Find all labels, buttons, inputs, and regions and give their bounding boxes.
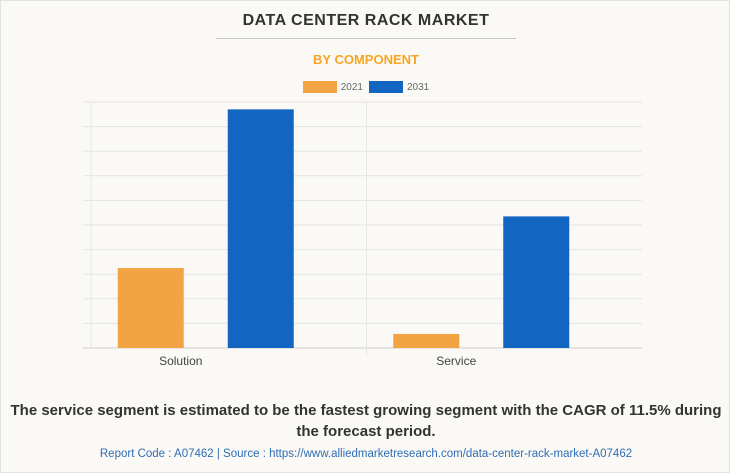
bar-solution-2021 bbox=[117, 268, 184, 348]
legend-item-2021[interactable]: 2021 bbox=[302, 81, 363, 93]
bar-service-2031 bbox=[503, 216, 570, 348]
chart-subtitle: BY COMPONENT bbox=[313, 52, 419, 67]
x-tick-label: Solution bbox=[159, 354, 202, 368]
source-footer[interactable]: Report Code : A07462 | Source : https://… bbox=[99, 448, 633, 460]
legend-swatch bbox=[369, 81, 403, 93]
chart-note: The service segment is estimated to be t… bbox=[10, 402, 722, 440]
title-divider bbox=[216, 38, 516, 39]
legend: 2021 2031 bbox=[1, 81, 730, 93]
bar-solution-2031 bbox=[227, 109, 294, 348]
chart-title: DATA CENTER RACK MARKET bbox=[242, 12, 490, 29]
legend-label: 2031 bbox=[407, 81, 430, 93]
legend-label: 2021 bbox=[340, 81, 363, 93]
legend-item-2031[interactable]: 2031 bbox=[369, 81, 429, 93]
legend-swatch bbox=[302, 81, 337, 93]
bar-chart: Solution Service bbox=[83, 101, 642, 368]
bar-service-2021 bbox=[393, 333, 460, 348]
x-tick-label: Service bbox=[436, 354, 476, 368]
